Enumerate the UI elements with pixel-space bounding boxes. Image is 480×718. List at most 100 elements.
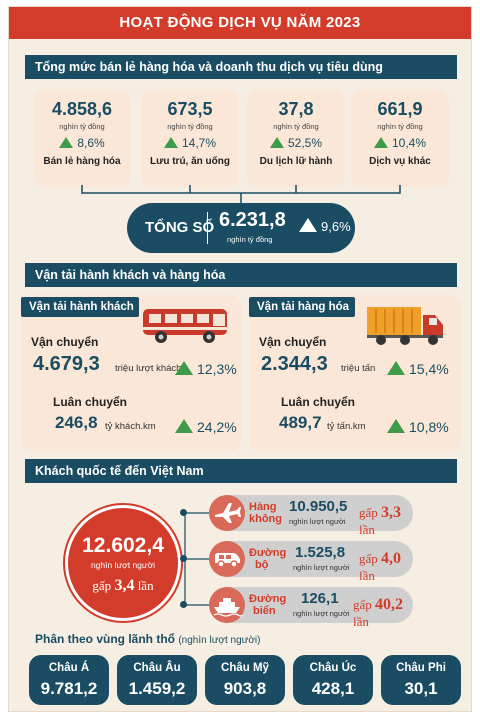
accommodation-card: 673,5 nghìn tỷ đồng 14,7% Lưu trú, ăn uố… xyxy=(141,89,239,187)
other-services-label: Dịch vụ khác xyxy=(369,156,431,167)
region-title: Phân theo vùng lãnh thổ xyxy=(35,632,175,646)
air-unit: nghìn lượt người xyxy=(289,517,346,526)
travel-growth: 52,5% xyxy=(287,136,323,150)
up-arrow-icon xyxy=(269,137,284,148)
region-name: Châu Âu xyxy=(133,662,181,674)
road-gap-prefix: gấp xyxy=(359,551,378,566)
retail-unit: nghìn tỷ đồng xyxy=(59,122,105,131)
sea-gap-value: 40,2 xyxy=(375,596,404,613)
air-row: Hàng không 10.950,5 nghìn lượt người gấp… xyxy=(209,495,413,537)
air-gap-prefix: gấp xyxy=(359,505,378,520)
cargo-carry-label: Vận chuyển xyxy=(259,335,327,349)
cargo-tag: Vận tải hàng hóa xyxy=(249,297,355,317)
accommodation-value: 673,5 xyxy=(167,99,213,119)
connector-dot xyxy=(180,555,187,562)
sea-gap-prefix: gấp xyxy=(353,597,372,612)
region-name: Châu Phi xyxy=(396,662,446,674)
retail-label: Bán lẻ hàng hóa xyxy=(43,156,121,167)
bus-icon xyxy=(143,309,227,343)
region-name: Châu Á xyxy=(48,662,90,674)
sea-gap-suffix: lần xyxy=(353,614,369,629)
retail-growth: 8,6% xyxy=(77,136,105,150)
cargo-carry-value: 2.344,3 xyxy=(261,353,328,375)
visitors-total-gap-prefix: gấp xyxy=(92,578,112,593)
air-gap-value: 3,3 xyxy=(381,504,402,521)
connector-dot xyxy=(180,509,187,516)
region-america: Châu Mỹ 903,8 xyxy=(205,655,285,705)
region-value: 1.459,2 xyxy=(128,679,186,698)
region-value: 9.781,2 xyxy=(40,679,98,698)
car-icon xyxy=(209,541,245,577)
up-arrow-icon xyxy=(59,137,74,148)
travel-card: 37,8 nghìn tỷ đồng 52,5% Du lịch lữ hành xyxy=(247,89,345,187)
cargo-rotation-value: 489,7 xyxy=(279,413,322,432)
passenger-carry-label: Vận chuyển xyxy=(31,335,99,349)
sea-unit: nghìn lượt người xyxy=(293,609,350,618)
retail-value: 4.858,6 xyxy=(51,99,113,119)
region-value: 428,1 xyxy=(311,679,355,698)
road-gap-value: 4,0 xyxy=(381,550,402,567)
passenger-rotation-unit: tỷ khách.km xyxy=(105,421,156,432)
road-value: 1.525,8 xyxy=(295,544,346,561)
accommodation-unit: nghìn tỷ đồng xyxy=(167,122,213,131)
region-europe: Châu Âu 1.459,2 xyxy=(117,655,197,705)
region-name: Châu Mỹ xyxy=(221,662,269,674)
region-value: 903,8 xyxy=(223,679,267,698)
total-divider xyxy=(207,212,208,244)
air-value: 10.950,5 xyxy=(289,498,348,515)
cargo-rotation-unit: tỷ tấn.km xyxy=(327,421,366,432)
travel-label: Du lịch lữ hành xyxy=(259,156,333,167)
passenger-rotation-value: 246,8 xyxy=(55,413,98,432)
visitors-total-unit: nghìn lượt người xyxy=(90,560,156,570)
road-gap-suffix: lần xyxy=(359,568,375,583)
accommodation-growth: 14,7% xyxy=(181,136,217,150)
accommodation-label: Lưu trú, ăn uống xyxy=(149,156,230,167)
road-unit: nghìn lượt người xyxy=(293,563,350,572)
cargo-rotation-label: Luân chuyển xyxy=(281,395,356,409)
total-value: 6.231,8 xyxy=(219,209,286,231)
truck-icon xyxy=(367,307,443,345)
total-label: TỔNG SỐ xyxy=(145,219,215,236)
visitors-total-circle: 12.602,4 nghìn lượt người gấp 3,4 lần xyxy=(65,505,181,621)
retail-section-header: Tổng mức bán lẻ hàng hóa và doanh thu dị… xyxy=(25,55,457,79)
travel-value: 37,8 xyxy=(278,99,314,119)
region-value: 30,1 xyxy=(404,679,438,698)
sea-value: 126,1 xyxy=(301,590,339,607)
visitors-section-header: Khách quốc tế đến Việt Nam xyxy=(25,459,457,483)
up-arrow-icon xyxy=(373,137,388,148)
up-arrow-icon xyxy=(175,361,193,375)
up-arrow-icon xyxy=(299,218,317,232)
page-title: HOẠT ĐỘNG DỊCH VỤ NĂM 2023 xyxy=(9,7,471,39)
transport-section-header: Vận tải hành khách và hàng hóa xyxy=(25,263,457,287)
road-label-line2: bộ xyxy=(255,559,269,571)
passenger-tag: Vận tải hành khách xyxy=(21,297,139,317)
air-label-line1: Hàng xyxy=(249,501,277,513)
cargo-rotation-growth: 10,8% xyxy=(409,419,449,435)
sea-label-line1: Đường xyxy=(249,593,287,605)
region-name: Châu Úc xyxy=(309,662,357,674)
region-oceania: Châu Úc 428,1 xyxy=(293,655,373,705)
up-arrow-icon xyxy=(175,419,193,433)
road-label-line1: Đường xyxy=(249,547,287,559)
infographic: HOẠT ĐỘNG DỊCH VỤ NĂM 2023 Tổng mức bán … xyxy=(8,6,472,712)
other-services-growth: 10,4% xyxy=(391,136,427,150)
air-gap-suffix: lần xyxy=(359,522,375,537)
passenger-carry-growth: 12,3% xyxy=(197,361,237,377)
sea-row: Đường biển 126,1 nghìn lượt người gấp 40… xyxy=(209,587,413,629)
road-row: Đường bộ 1.525,8 nghìn lượt người gấp 4,… xyxy=(209,541,413,583)
connector-lines xyxy=(81,185,401,205)
total-growth: 9,6% xyxy=(321,219,351,234)
sea-label-line2: biển xyxy=(253,605,276,617)
other-services-card: 661,9 nghìn tỷ đồng 10,4% Dịch vụ khác xyxy=(351,89,449,187)
total-unit: nghìn tỷ đồng xyxy=(227,235,273,244)
region-africa: Châu Phi 30,1 xyxy=(381,655,461,705)
cargo-carry-unit: triệu tấn xyxy=(341,363,376,374)
up-arrow-icon xyxy=(387,361,405,375)
region-asia: Châu Á 9.781,2 xyxy=(29,655,109,705)
up-arrow-icon xyxy=(387,419,405,433)
passenger-carry-unit: triệu lượt khách xyxy=(115,363,182,374)
passenger-carry-value: 4.679,3 xyxy=(33,353,100,375)
visitors-total-value: 12.602,4 xyxy=(82,534,164,557)
passenger-rotation-label: Luân chuyển xyxy=(53,395,128,409)
travel-unit: nghìn tỷ đồng xyxy=(273,122,319,131)
